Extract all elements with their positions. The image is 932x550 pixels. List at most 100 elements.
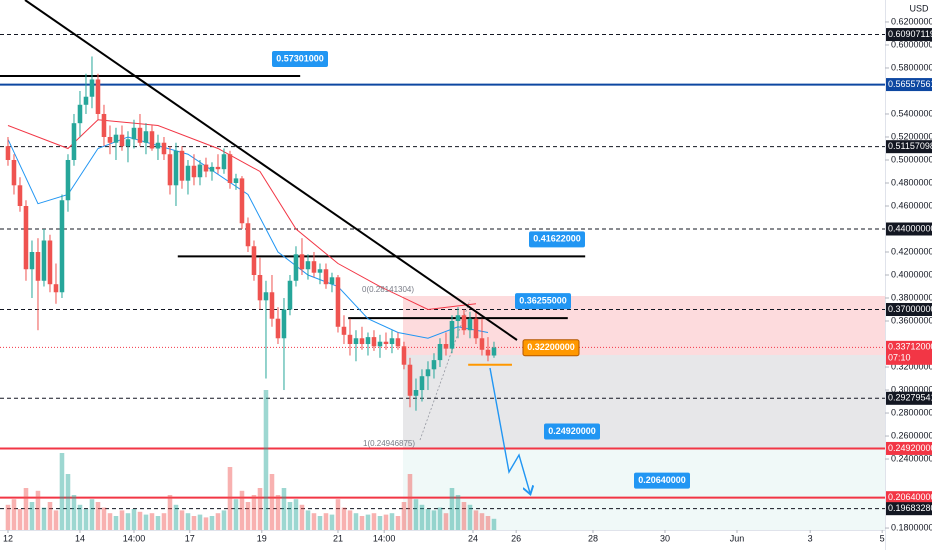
volume — [5, 390, 497, 530]
candle-body — [269, 292, 275, 319]
volume-bar — [473, 510, 479, 530]
callout-label: 0.32200000 — [527, 342, 575, 352]
volume-bar — [101, 507, 107, 530]
volume-bar — [71, 495, 77, 530]
callout-label: 0.24920000 — [548, 426, 596, 436]
volume-bar — [209, 516, 215, 530]
candle-body — [485, 349, 491, 356]
candle-body — [41, 240, 47, 281]
price-mark-bg — [886, 222, 932, 236]
volume-bar — [113, 516, 119, 530]
volume-bar — [365, 514, 371, 530]
volume-bar — [425, 509, 431, 530]
candle-body — [173, 150, 179, 186]
volume-bar — [227, 467, 233, 530]
candle-body — [167, 154, 173, 186]
price-mark-bg — [886, 28, 932, 42]
candle-body — [287, 280, 293, 310]
candle-body — [281, 309, 287, 339]
candle-body — [101, 113, 107, 137]
candle-body — [59, 200, 65, 293]
volume-bar — [407, 474, 413, 530]
candle-body — [95, 79, 101, 114]
candle-body — [221, 154, 227, 170]
volume-bar — [251, 495, 257, 530]
candle-body — [455, 315, 461, 322]
candle-body — [17, 185, 23, 206]
candle-body — [137, 127, 143, 143]
x-tick-label: 14:00 — [123, 533, 146, 543]
x-tick-label: 17 — [185, 533, 195, 543]
candle-body — [179, 150, 185, 181]
drawings — [24, 0, 530, 493]
candle-body — [341, 326, 347, 335]
volume-bar — [419, 504, 425, 530]
volume-bar — [143, 514, 149, 530]
x-tick-label: 3 — [808, 533, 813, 543]
candle-body — [197, 164, 203, 178]
volume-bar — [215, 513, 221, 530]
volume-bar — [275, 495, 281, 530]
candle-body — [395, 338, 401, 347]
volume-bar — [323, 513, 329, 530]
candle-body — [443, 344, 449, 349]
x-tick-label: 24 — [468, 533, 478, 543]
moving-average — [7, 119, 477, 311]
price-mark-bg — [886, 502, 932, 516]
candle-body — [125, 139, 131, 147]
callout-box — [272, 51, 328, 68]
candle-body — [77, 104, 83, 124]
volume-bar — [287, 502, 293, 530]
price-mark-label: 0.29279541 — [888, 393, 932, 403]
volume-bar — [299, 504, 305, 530]
callout-label: 0.20640000 — [638, 475, 686, 485]
candle-body — [119, 134, 125, 147]
candle-body — [29, 252, 35, 270]
volume-bar — [311, 513, 317, 530]
volume-bar — [83, 509, 89, 530]
position-zones — [403, 296, 885, 530]
candle-body — [155, 142, 161, 149]
candle-body — [113, 134, 119, 143]
candle-body — [413, 390, 419, 396]
candle-body — [209, 166, 215, 172]
volume-bar — [29, 502, 35, 530]
price-mark-bg — [886, 491, 932, 505]
callout-label: 0.57301000 — [276, 53, 324, 63]
volume-bar — [305, 510, 311, 530]
x-tick-label: 14 — [75, 533, 85, 543]
volume-bar — [401, 502, 407, 530]
candle-body — [431, 360, 437, 370]
volume-bar — [95, 502, 101, 530]
price-mark-bg — [886, 303, 932, 317]
volume-bar — [149, 513, 155, 530]
fib-diagonal — [419, 299, 471, 441]
price-mark-bg — [886, 391, 932, 405]
price-mark-bg — [886, 340, 932, 365]
price-mark-bg — [886, 441, 932, 455]
candle-body — [11, 159, 17, 186]
candle-body — [245, 223, 251, 247]
volume-bar — [119, 510, 125, 530]
price-mark-label: 0.19683280 — [888, 503, 932, 513]
volume-bar — [185, 513, 191, 530]
candle-body — [257, 275, 263, 301]
price-mark-label: 0.20640000 — [888, 492, 932, 502]
candle-body — [419, 376, 425, 391]
volume-bar — [173, 504, 179, 530]
volume-bar — [59, 453, 65, 530]
volume-bar — [389, 513, 395, 530]
volume-bar — [77, 504, 83, 530]
volume-bar — [449, 488, 455, 530]
candle-body — [47, 240, 53, 285]
candle-body — [467, 318, 473, 331]
x-tick-label: 26 — [511, 533, 521, 543]
